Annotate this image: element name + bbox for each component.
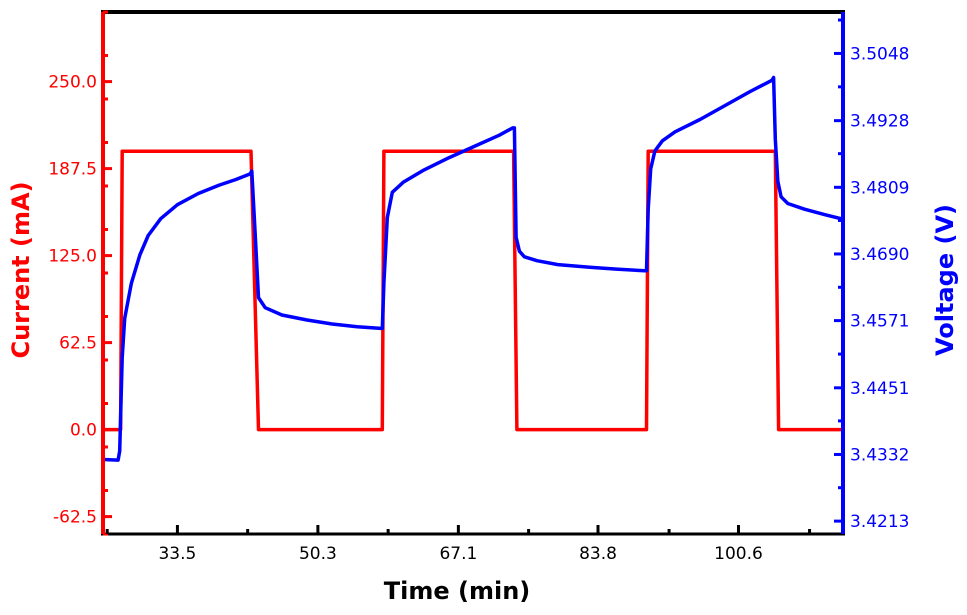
right-axis-ticks: 3.4213 3.4332 3.4451 3.4571 3.4690 3.4809 3.49… xyxy=(834,18,909,532)
left-tick-label: 62.5 xyxy=(59,334,97,354)
x-axis-ticks: 33.5 50.3 67.1 83.8 100.6 xyxy=(105,525,812,564)
right-tick-label: 3.4332 xyxy=(850,445,909,465)
x-tick-label: 50.3 xyxy=(299,544,337,564)
left-axis-title: Current (mA) xyxy=(7,181,35,358)
series-layer xyxy=(103,75,843,462)
right-tick-label: 3.4571 xyxy=(850,312,909,332)
left-tick-label: -62.5 xyxy=(53,508,97,528)
current-series-line xyxy=(103,149,843,432)
left-tick-label: 250.0 xyxy=(48,73,97,93)
right-tick-label: 3.4809 xyxy=(850,178,909,198)
x-tick-label: 83.8 xyxy=(579,544,617,564)
x-axis-title: Time (min) xyxy=(384,577,531,605)
right-tick-label: 3.4928 xyxy=(850,112,909,132)
left-tick-label: 187.5 xyxy=(48,160,97,180)
right-tick-label: 3.4213 xyxy=(850,512,909,532)
left-tick-label: 0.0 xyxy=(70,421,97,441)
right-axis-title: Voltage (V) xyxy=(931,204,959,356)
right-tick-label: 3.4690 xyxy=(850,245,909,265)
x-tick-label: 33.5 xyxy=(158,544,196,564)
voltage-series-line xyxy=(103,75,843,462)
right-tick-label: 3.5048 xyxy=(850,44,909,64)
left-axis-ticks: -62.5 0.0 62.5 125.0 187.5 250.0 xyxy=(48,10,112,536)
right-tick-label: 3.4451 xyxy=(850,379,909,399)
x-tick-label: 100.6 xyxy=(714,544,763,564)
x-tick-label: 67.1 xyxy=(439,544,477,564)
left-tick-label: 125.0 xyxy=(48,247,97,267)
